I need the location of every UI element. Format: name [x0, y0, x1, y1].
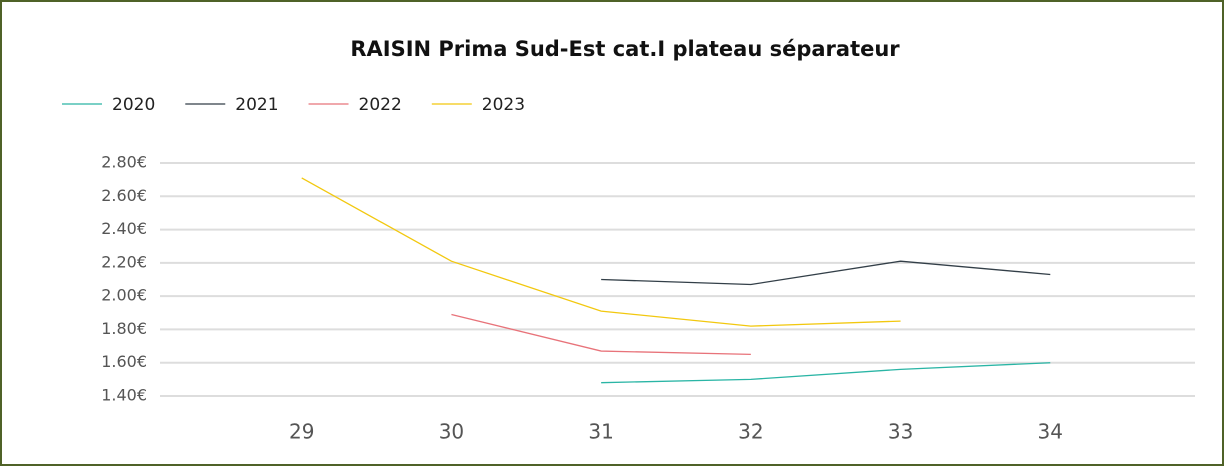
y-tick-label: 1.40€: [101, 386, 147, 405]
y-tick-label: 2.80€: [101, 153, 147, 172]
x-tick-label: 34: [1038, 420, 1063, 444]
y-tick-label: 2.60€: [101, 186, 147, 205]
line-series: [451, 313, 751, 356]
x-tick-label: 32: [738, 420, 763, 444]
x-tick-label: 33: [888, 420, 913, 444]
legend-label: 2023: [482, 95, 525, 115]
y-tick-label: 2.40€: [101, 219, 147, 238]
y-tick-label: 1.80€: [101, 319, 147, 338]
x-tick-label: 29: [289, 420, 314, 444]
legend-label: 2020: [112, 95, 155, 115]
y-tick-label: 2.20€: [101, 252, 147, 271]
legend-label: 2022: [359, 95, 402, 115]
x-tick-label: 31: [588, 420, 613, 444]
x-tick-label: 30: [439, 420, 464, 444]
line-series: [601, 362, 1051, 384]
y-tick-label: 2.00€: [101, 286, 147, 305]
chart-title: RAISIN Prima Sud-Est cat.I plateau sépar…: [350, 37, 900, 61]
line-series: [301, 177, 901, 327]
line-series: [601, 260, 1051, 286]
legend-label: 2021: [235, 95, 278, 115]
y-tick-label: 1.60€: [101, 352, 147, 371]
